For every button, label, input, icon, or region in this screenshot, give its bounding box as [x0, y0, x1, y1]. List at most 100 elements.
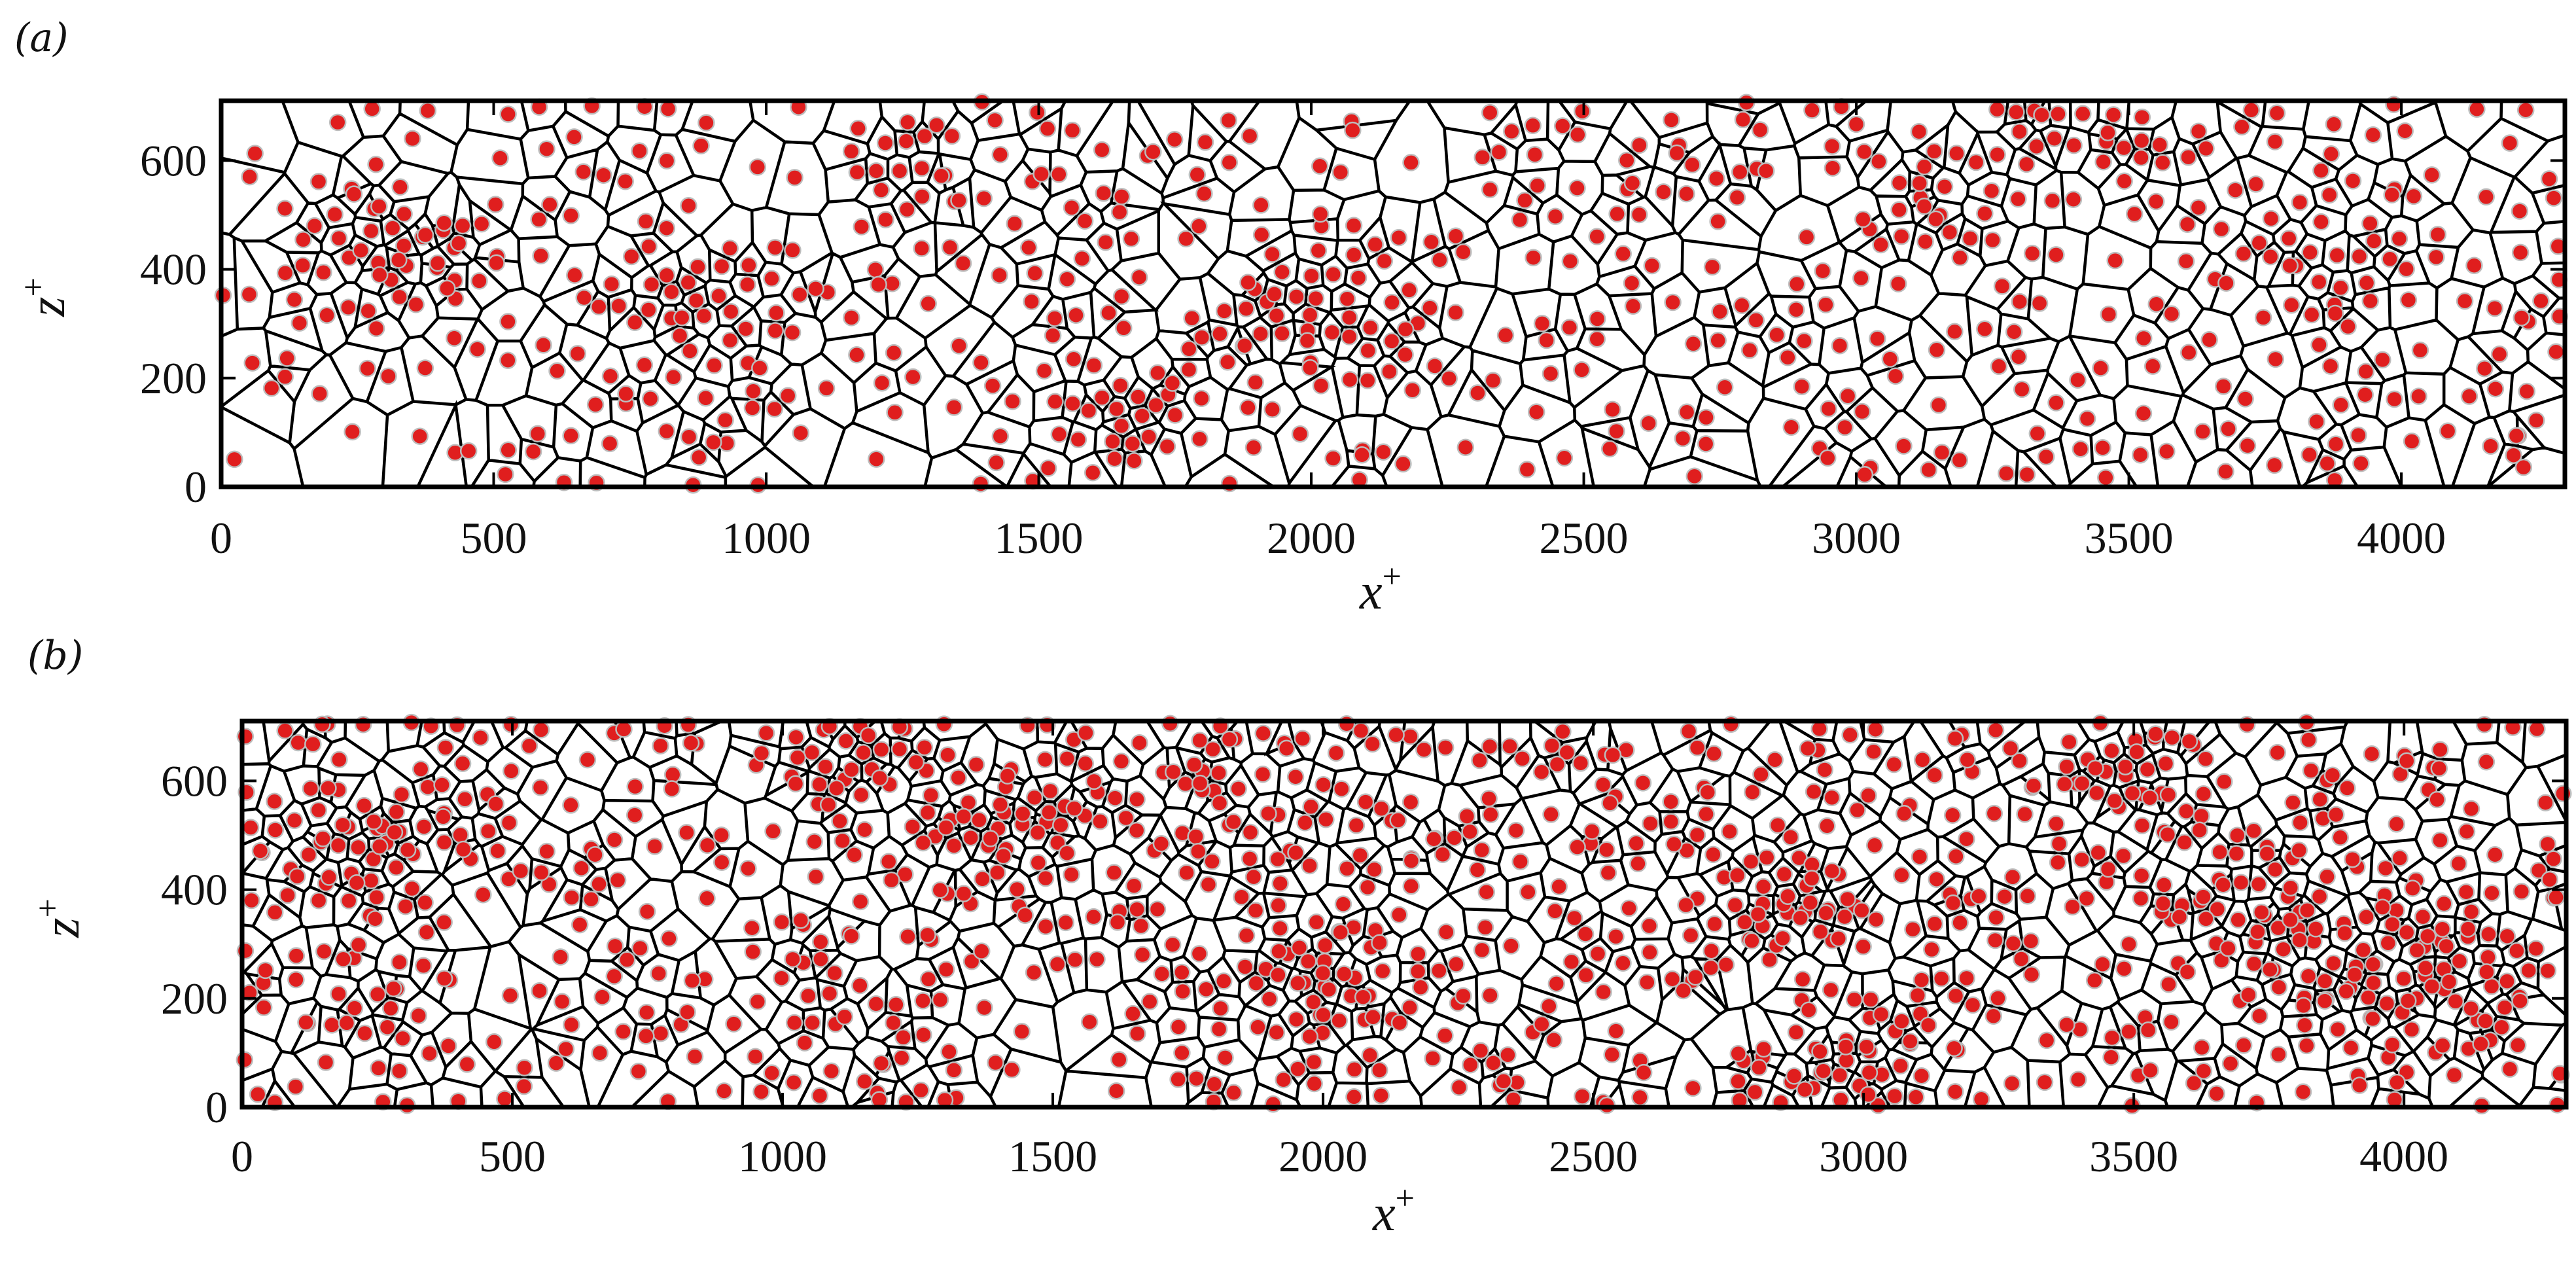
particle-point: [1473, 149, 1491, 166]
particle-point: [1303, 267, 1320, 285]
x-tick-label: 1500: [995, 513, 1084, 563]
particle-point: [2339, 317, 2357, 336]
particle-point: [1220, 730, 1239, 749]
particle-point: [2011, 752, 2028, 770]
particle-point: [1989, 989, 2007, 1007]
particle-point: [837, 732, 855, 750]
particle-point: [1599, 864, 1617, 882]
particle-point: [1865, 743, 1882, 760]
particle-point: [995, 847, 1012, 865]
x-tick-label: 2000: [1279, 1131, 1367, 1181]
particle-point: [1796, 1080, 1814, 1099]
y-tick-label: 0: [205, 1082, 228, 1132]
particle-point: [682, 734, 700, 752]
particle-point: [571, 915, 589, 934]
particle-point: [1383, 332, 1401, 350]
particle-point: [548, 362, 566, 380]
particle-point: [2501, 134, 2519, 152]
particle-point: [2480, 925, 2497, 943]
particle-point: [1148, 900, 1167, 918]
particle-point: [1945, 1039, 1963, 1057]
particle-point: [1839, 387, 1857, 405]
particle-point: [1744, 783, 1761, 801]
particle-point: [540, 876, 558, 893]
particle-point: [1004, 393, 1021, 410]
particle-point: [356, 1024, 374, 1042]
particle-point: [1286, 768, 1305, 786]
particle-point: [1125, 877, 1143, 895]
particle-point: [1218, 353, 1237, 371]
particle-point: [311, 385, 328, 402]
particle-point: [883, 871, 900, 889]
particle-point: [2294, 1083, 2312, 1101]
particle-point: [1211, 325, 1229, 343]
y-tick-label: 0: [185, 462, 207, 512]
particle-point: [2457, 883, 2475, 901]
y-tick-label: 400: [161, 865, 228, 915]
particle-point: [593, 988, 611, 1006]
particle-point: [246, 145, 264, 162]
particle-point: [2103, 742, 2121, 760]
particle-point: [1424, 1050, 1441, 1067]
particle-point: [743, 919, 761, 937]
particle-point: [1481, 181, 1499, 199]
particle-point: [1140, 993, 1159, 1011]
particle-point: [1430, 962, 1448, 980]
particle-point: [1269, 850, 1287, 868]
particle-point: [783, 323, 802, 342]
particle-point: [362, 222, 380, 240]
particle-point: [1665, 835, 1683, 853]
particle-point: [940, 1043, 958, 1061]
particle-point: [937, 961, 955, 978]
particle-point: [578, 751, 597, 769]
particle-point: [1684, 156, 1701, 174]
particle-point: [573, 859, 590, 877]
particle-point: [1305, 993, 1322, 1011]
particle-point: [2016, 805, 2034, 823]
particle-point: [1951, 913, 1969, 932]
particle-point: [1703, 258, 1721, 276]
particle-point: [1036, 917, 1055, 936]
particle-point: [414, 957, 432, 975]
particle-point: [2350, 247, 2369, 266]
particle-point: [1023, 292, 1040, 311]
particle-point: [2147, 192, 2165, 211]
particle-point: [453, 754, 472, 773]
particle-point: [1431, 251, 1449, 269]
particle-point: [1036, 869, 1055, 887]
x-tick-label: 3500: [2089, 1131, 2178, 1181]
particle-point: [1190, 945, 1209, 963]
particle-point: [1869, 330, 1886, 347]
particle-point: [2060, 733, 2078, 751]
particle-point: [913, 188, 931, 205]
particle-point: [391, 1062, 408, 1080]
particle-point: [898, 113, 917, 132]
particle-point: [410, 1006, 427, 1025]
particle-point: [2545, 189, 2563, 207]
particle-point: [1688, 826, 1706, 844]
particle-point: [1996, 887, 2013, 906]
particle-point: [1166, 406, 1184, 424]
particle-point: [2092, 359, 2109, 377]
particle-point: [1052, 816, 1070, 834]
particle-point: [416, 226, 434, 244]
particle-point: [692, 137, 710, 154]
particle-point: [1507, 821, 1525, 840]
particle-point: [419, 101, 437, 120]
particle-point: [843, 760, 860, 779]
particle-point: [2308, 413, 2325, 431]
particle-point: [1697, 408, 1715, 427]
particle-point: [870, 275, 887, 294]
particle-point: [2516, 101, 2535, 119]
particle-point: [393, 785, 411, 804]
particle-point: [2477, 1012, 2494, 1030]
particle-point: [529, 425, 547, 443]
particle-point: [2307, 920, 2325, 938]
particle-point: [1892, 227, 1911, 245]
particle-point: [256, 961, 274, 980]
particle-point: [631, 939, 649, 957]
particle-point: [1728, 188, 1746, 207]
particle-point: [1634, 774, 1652, 792]
particle-point: [1752, 766, 1770, 783]
